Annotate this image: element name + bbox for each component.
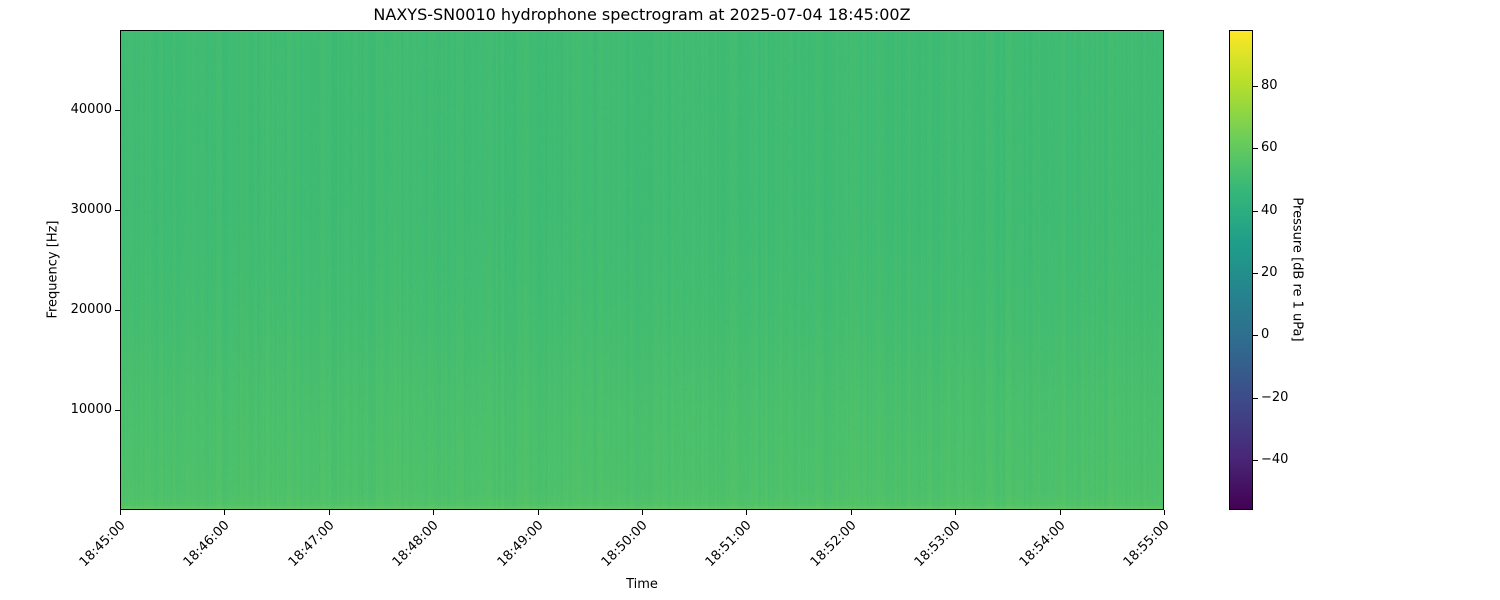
- x-tick: [538, 510, 539, 515]
- x-tick: [851, 510, 852, 515]
- x-tick-label: 18:51:00: [703, 518, 755, 570]
- x-tick: [955, 510, 956, 515]
- spectrogram-plot-area: [120, 30, 1164, 510]
- colorbar-tick: [1253, 148, 1258, 149]
- x-tick: [120, 510, 121, 515]
- x-tick: [1060, 510, 1061, 515]
- chart-title: NAXYS-SN0010 hydrophone spectrogram at 2…: [373, 5, 911, 24]
- colorbar-tick: [1253, 86, 1258, 87]
- x-tick-label: 18:54:00: [1016, 518, 1069, 570]
- colorbar-tick-label: 40: [1261, 202, 1278, 218]
- x-tick: [329, 510, 330, 515]
- colorbar-label: Pressure [dB re 1 uPa]: [1289, 197, 1305, 342]
- x-tick-label: 18:53:00: [911, 518, 964, 570]
- colorbar-tick: [1253, 335, 1258, 336]
- y-tick-label: 40000: [70, 102, 112, 117]
- x-tick: [1164, 510, 1165, 515]
- y-tick-label: 10000: [70, 402, 112, 417]
- y-axis-label: Frequency [Hz]: [45, 220, 61, 319]
- colorbar: [1229, 30, 1253, 510]
- x-tick: [224, 510, 225, 515]
- y-tick: [115, 410, 120, 411]
- y-tick-label: 30000: [70, 202, 112, 217]
- colorbar-tick: [1253, 211, 1258, 212]
- y-tick: [115, 210, 120, 211]
- colorbar-tick-label: 20: [1261, 265, 1278, 281]
- x-tick-label: 18:50:00: [598, 518, 651, 570]
- x-tick-label: 18:46:00: [181, 518, 233, 570]
- y-tick: [115, 110, 120, 111]
- x-tick: [433, 510, 434, 515]
- x-tick-label: 18:45:00: [76, 518, 129, 570]
- spectrogram-image: [121, 31, 1163, 509]
- x-tick-label: 18:49:00: [494, 518, 547, 570]
- x-tick-label: 18:47:00: [285, 518, 338, 570]
- y-tick-label: 20000: [70, 302, 112, 317]
- colorbar-tick-label: 80: [1261, 78, 1278, 94]
- x-axis-label: Time: [626, 577, 658, 592]
- colorbar-tick-label: 0: [1261, 327, 1270, 343]
- x-tick-label: 18:48:00: [389, 518, 442, 570]
- x-tick-label: 18:52:00: [807, 518, 860, 570]
- colorbar-tick-label: −40: [1261, 452, 1289, 468]
- colorbar-tick-label: −20: [1261, 389, 1289, 405]
- colorbar-tick: [1253, 460, 1258, 461]
- colorbar-tick-label: 60: [1261, 140, 1278, 156]
- x-tick: [746, 510, 747, 515]
- colorbar-tick: [1253, 273, 1258, 274]
- y-tick: [115, 310, 120, 311]
- x-tick: [642, 510, 643, 515]
- colorbar-tick: [1253, 398, 1258, 399]
- x-tick-label: 18:55:00: [1120, 518, 1173, 570]
